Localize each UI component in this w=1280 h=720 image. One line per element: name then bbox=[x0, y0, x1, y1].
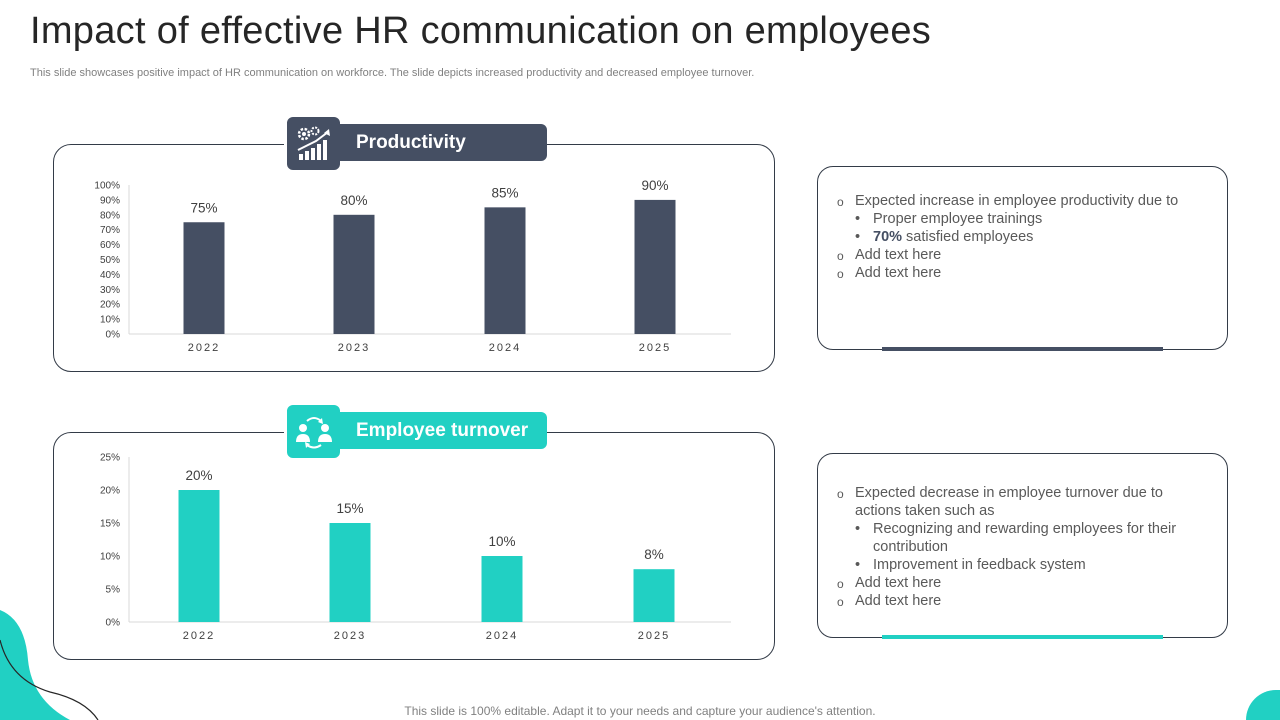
data-label: 10% bbox=[488, 534, 515, 549]
note-subitem: 70% satisfied employees bbox=[836, 228, 1207, 246]
productivity-bar-chart: 0% 10% 20% 30% 40% 50% 60% 70% 80% 90% 100% 75% 2022… bbox=[94, 178, 731, 354]
data-label: 8% bbox=[644, 547, 664, 562]
x-tick-label: 2024 bbox=[489, 342, 521, 354]
productivity-badge bbox=[284, 114, 343, 173]
accent-bar bbox=[882, 635, 1163, 639]
y-tick-label: 20% bbox=[100, 486, 120, 497]
x-tick-label: 2022 bbox=[188, 342, 220, 354]
productivity-chart-panel: 0% 10% 20% 30% 40% 50% 60% 70% 80% 90% 100% 75% 2022… bbox=[53, 144, 775, 372]
productivity-banner: Productivity bbox=[340, 124, 547, 161]
highlight-value: 70% bbox=[873, 229, 903, 245]
data-label: 90% bbox=[641, 178, 668, 193]
y-tick-label: 50% bbox=[100, 255, 120, 266]
note-item: Expected decrease in employee turnover d… bbox=[836, 484, 1207, 520]
y-tick-label: 100% bbox=[94, 181, 120, 192]
y-tick-label: 15% bbox=[100, 519, 120, 530]
y-tick-label: 25% bbox=[100, 453, 120, 464]
note-item: Add text here bbox=[836, 574, 1207, 593]
x-tick-label: 2025 bbox=[638, 630, 670, 642]
data-label: 80% bbox=[340, 193, 367, 208]
productivity-notes-panel: Expected increase in employee productivi… bbox=[817, 166, 1228, 351]
y-tick-label: 0% bbox=[106, 330, 121, 341]
gear-growth-chart-icon bbox=[297, 126, 330, 160]
x-tick-label: 2025 bbox=[639, 342, 671, 354]
y-tick-label: 80% bbox=[100, 210, 120, 221]
data-label: 15% bbox=[336, 501, 363, 516]
note-item: Add text here bbox=[836, 246, 1207, 265]
bar bbox=[183, 222, 225, 334]
bar bbox=[333, 214, 375, 334]
bar bbox=[329, 523, 371, 622]
bar bbox=[481, 556, 523, 622]
note-subitem: Recognizing and rewarding employees for … bbox=[836, 520, 1207, 556]
data-label: 85% bbox=[491, 185, 518, 200]
data-label: 20% bbox=[185, 468, 212, 483]
employee-exchange-icon bbox=[295, 416, 332, 448]
x-tick-label: 2024 bbox=[486, 630, 518, 642]
y-tick-label: 10% bbox=[100, 315, 120, 326]
x-tick-label: 2023 bbox=[334, 630, 366, 642]
turnover-bar-chart: 0% 5% 10% 15% 20% 25% 20% 2022 15% 2023 10% 2024 8% 2… bbox=[100, 453, 731, 642]
data-label: 75% bbox=[190, 200, 217, 215]
x-tick-label: 2023 bbox=[338, 342, 370, 354]
y-tick-label: 70% bbox=[100, 225, 120, 236]
y-tick-label: 0% bbox=[106, 618, 121, 629]
y-tick-label: 40% bbox=[100, 270, 120, 281]
slide-subtitle: This slide showcases positive impact of … bbox=[30, 67, 755, 79]
bar bbox=[633, 569, 675, 622]
slide-footer: This slide is 100% editable. Adapt it to… bbox=[404, 704, 876, 718]
turnover-badge bbox=[284, 402, 343, 461]
note-item: Add text here bbox=[836, 592, 1207, 611]
bar bbox=[178, 490, 220, 622]
y-tick-label: 5% bbox=[106, 585, 121, 596]
y-tick-label: 90% bbox=[100, 195, 120, 206]
note-item: Add text here bbox=[836, 264, 1207, 283]
note-subitem: Improvement in feedback system bbox=[836, 556, 1207, 574]
x-tick-label: 2022 bbox=[183, 630, 215, 642]
accent-bar bbox=[882, 347, 1163, 351]
note-item: Expected increase in employee productivi… bbox=[836, 192, 1207, 211]
note-subitem-text: satisfied employees bbox=[902, 229, 1034, 245]
bar bbox=[634, 199, 676, 334]
slide-title: Impact of effective HR communication on … bbox=[30, 10, 932, 52]
y-tick-label: 60% bbox=[100, 240, 120, 251]
bar bbox=[484, 207, 526, 334]
y-tick-label: 30% bbox=[100, 285, 120, 296]
y-tick-label: 10% bbox=[100, 552, 120, 563]
note-subitem: Proper employee trainings bbox=[836, 210, 1207, 228]
turnover-chart-panel: 0% 5% 10% 15% 20% 25% 20% 2022 15% 2023 10% 2024 8% 2… bbox=[53, 432, 775, 660]
turnover-banner: Employee turnover bbox=[340, 412, 547, 449]
y-tick-label: 20% bbox=[100, 300, 120, 311]
turnover-notes-panel: Expected decrease in employee turnover d… bbox=[817, 453, 1228, 639]
decorative-wave bbox=[0, 610, 99, 720]
